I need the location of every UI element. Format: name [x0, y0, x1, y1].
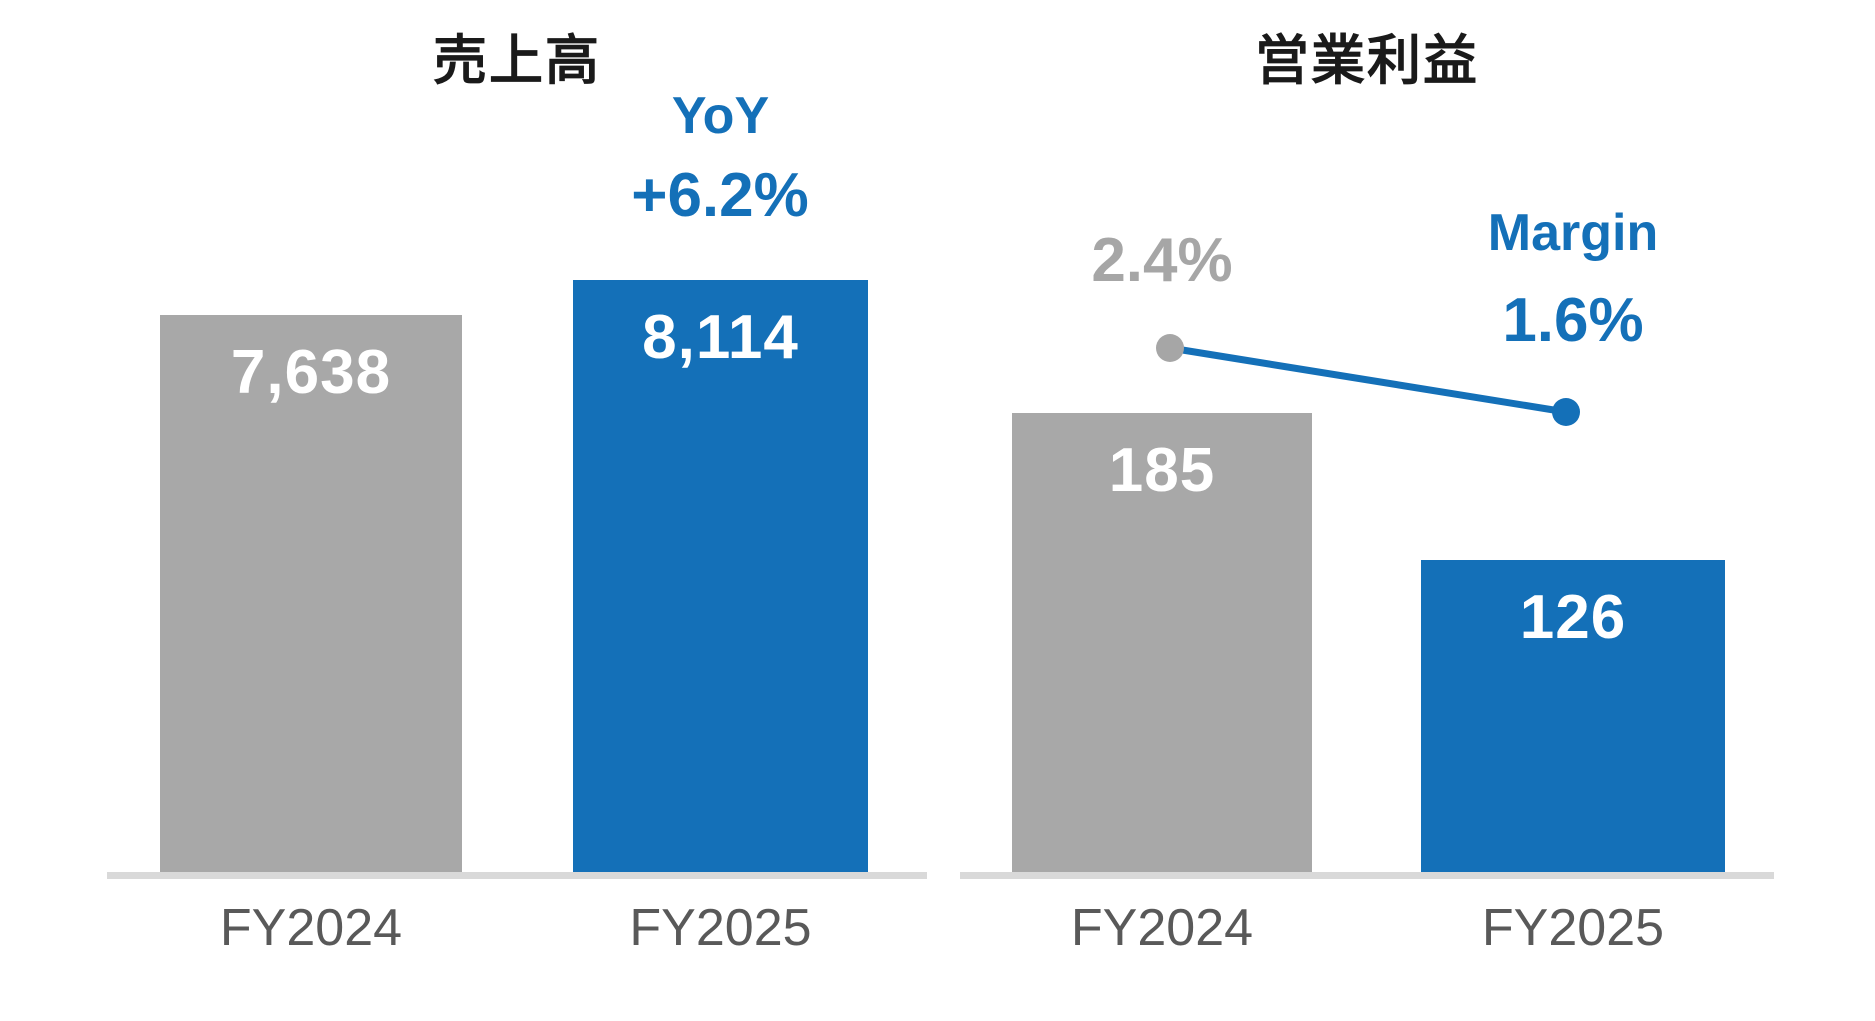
operating-profit-bar-fy2025: 126 [1421, 560, 1725, 875]
operating-profit-value-fy2025: 126 [1519, 583, 1627, 652]
margin-trend-line [1169, 344, 1567, 416]
yoy-value: +6.2% [631, 161, 809, 230]
margin-value-fy2024: 2.4% [1091, 226, 1233, 295]
revenue-chart-title: 売上高 [433, 31, 601, 91]
operating-profit-chart-title: 営業利益 [1255, 31, 1479, 91]
revenue-value-fy2024: 7,638 [230, 338, 392, 407]
margin-value-fy2025: 1.6% [1502, 286, 1644, 355]
revenue-bar-fy2025: 8,114 [573, 280, 868, 875]
margin-label: Margin [1487, 204, 1659, 262]
revenue-value-fy2025: 8,114 [642, 303, 799, 372]
revenue-category-fy2024: FY2024 [219, 899, 403, 957]
margin-point-fy2025 [1552, 398, 1580, 426]
revenue-bar-fy2024: 7,638 [160, 315, 462, 875]
yoy-label: YoY [671, 87, 770, 145]
operating-profit-category-fy2025: FY2025 [1481, 899, 1665, 957]
operating-profit-value-fy2024: 185 [1108, 436, 1216, 505]
operating-profit-bar-fy2024: 185 [1012, 413, 1312, 875]
operating-profit-category-fy2024: FY2024 [1070, 899, 1254, 957]
revenue-axis-baseline [107, 872, 927, 879]
revenue-category-fy2025: FY2025 [629, 899, 812, 957]
operating-profit-axis-baseline [960, 872, 1774, 879]
margin-line-chart [1156, 334, 1580, 426]
margin-point-fy2024 [1156, 334, 1184, 362]
